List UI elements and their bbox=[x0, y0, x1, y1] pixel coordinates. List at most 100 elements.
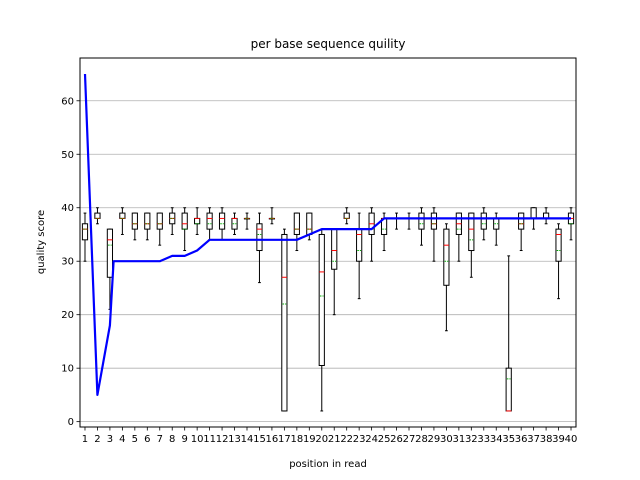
box-iqr bbox=[131, 212, 138, 230]
x-tick-label: 4 bbox=[119, 434, 125, 445]
box-iqr bbox=[256, 223, 263, 252]
x-tick-label: 5 bbox=[132, 434, 138, 445]
box-iqr bbox=[218, 212, 226, 230]
box-14 bbox=[243, 212, 251, 230]
box-15 bbox=[256, 212, 263, 284]
box-iqr bbox=[293, 212, 300, 235]
box-13 bbox=[231, 212, 238, 235]
x-tick-label: 32 bbox=[465, 434, 478, 445]
box-iqr bbox=[493, 217, 500, 230]
box-6 bbox=[144, 212, 151, 241]
box-iqr bbox=[343, 212, 350, 219]
x-tick-label: 37 bbox=[527, 434, 540, 445]
x-tick-label: 2 bbox=[94, 434, 100, 445]
box-10 bbox=[194, 207, 201, 235]
box-3 bbox=[106, 228, 114, 310]
box-iqr bbox=[518, 212, 525, 230]
box-32 bbox=[468, 212, 475, 278]
box-16 bbox=[268, 207, 276, 225]
x-tick-label: 8 bbox=[169, 434, 175, 445]
box-36 bbox=[518, 212, 525, 252]
box-5 bbox=[131, 212, 138, 241]
x-tick-label: 10 bbox=[191, 434, 204, 445]
box-30 bbox=[443, 223, 450, 332]
y-tick-label: 60 bbox=[61, 96, 74, 107]
box-iqr bbox=[356, 228, 363, 262]
chart-title: per base sequence quility bbox=[251, 37, 406, 51]
x-tick-label: 23 bbox=[353, 434, 366, 445]
box-iqr bbox=[418, 212, 425, 230]
box-iqr bbox=[194, 217, 201, 225]
box-iqr bbox=[318, 233, 325, 366]
y-tick-label: 40 bbox=[61, 203, 74, 214]
x-tick-label: 31 bbox=[452, 434, 465, 445]
x-tick-label: 1 bbox=[82, 434, 88, 445]
x-tick-label: 25 bbox=[378, 434, 391, 445]
gridlines bbox=[80, 100, 576, 423]
box-17 bbox=[281, 228, 288, 412]
x-tick-label: 29 bbox=[428, 434, 441, 445]
x-tick-label: 15 bbox=[253, 434, 266, 445]
box-iqr bbox=[555, 228, 562, 262]
box-iqr bbox=[530, 207, 537, 219]
x-tick-label: 6 bbox=[144, 434, 150, 445]
box-8 bbox=[169, 207, 176, 235]
box-20 bbox=[318, 228, 325, 412]
x-tick-label: 16 bbox=[266, 434, 279, 445]
x-tick-label: 27 bbox=[403, 434, 416, 445]
x-tick-label: 36 bbox=[515, 434, 528, 445]
quality-line bbox=[83, 73, 571, 396]
box-iqr bbox=[206, 212, 213, 230]
y-axis-ticks: 0 10 20 30 40 50 60 bbox=[61, 96, 80, 428]
x-tick-label: 39 bbox=[552, 434, 565, 445]
box-22 bbox=[343, 207, 350, 225]
box-iqr bbox=[181, 212, 188, 230]
box-iqr bbox=[306, 212, 313, 235]
x-tick-label: 14 bbox=[241, 434, 254, 445]
box-iqr bbox=[443, 228, 450, 286]
x-tick-label: 35 bbox=[502, 434, 515, 445]
box-iqr bbox=[156, 212, 163, 230]
x-tick-label: 33 bbox=[477, 434, 490, 445]
y-tick-label: 30 bbox=[61, 257, 74, 268]
box-iqr bbox=[231, 217, 238, 230]
box-iqr bbox=[106, 228, 114, 278]
box-9 bbox=[181, 207, 188, 252]
y-tick-label: 0 bbox=[68, 417, 74, 428]
x-tick-label: 22 bbox=[340, 434, 353, 445]
x-tick-label: 20 bbox=[315, 434, 328, 445]
box-iqr bbox=[144, 212, 151, 230]
x-tick-label: 7 bbox=[157, 434, 163, 445]
x-tick-label: 19 bbox=[303, 434, 316, 445]
box-iqr bbox=[119, 212, 126, 219]
box-29 bbox=[430, 207, 438, 262]
x-tick-label: 21 bbox=[328, 434, 341, 445]
plot-frame bbox=[79, 57, 577, 428]
box-11 bbox=[206, 207, 213, 241]
quality-polyline bbox=[83, 73, 571, 396]
x-tick-label: 17 bbox=[278, 434, 291, 445]
box-iqr bbox=[430, 212, 438, 230]
x-tick-label: 18 bbox=[290, 434, 303, 445]
box-iqr bbox=[480, 212, 487, 230]
box-39 bbox=[555, 223, 562, 300]
box-35 bbox=[505, 255, 512, 412]
x-tick-label: 30 bbox=[440, 434, 453, 445]
box-31 bbox=[455, 212, 462, 262]
x-tick-label: 11 bbox=[203, 434, 216, 445]
x-tick-label: 40 bbox=[565, 434, 578, 445]
x-tick-label: 24 bbox=[365, 434, 378, 445]
x-tick-label: 13 bbox=[228, 434, 241, 445]
box-iqr bbox=[94, 212, 101, 219]
y-tick-label: 10 bbox=[61, 364, 74, 375]
x-tick-label: 3 bbox=[107, 434, 113, 445]
x-tick-label: 9 bbox=[181, 434, 187, 445]
x-tick-label: 12 bbox=[216, 434, 229, 445]
box-1 bbox=[81, 212, 89, 262]
x-tick-label: 28 bbox=[415, 434, 428, 445]
box-7 bbox=[156, 212, 163, 246]
box-4 bbox=[119, 207, 126, 235]
x-tick-label: 26 bbox=[390, 434, 403, 445]
x-axis-label: position in read bbox=[289, 459, 367, 470]
